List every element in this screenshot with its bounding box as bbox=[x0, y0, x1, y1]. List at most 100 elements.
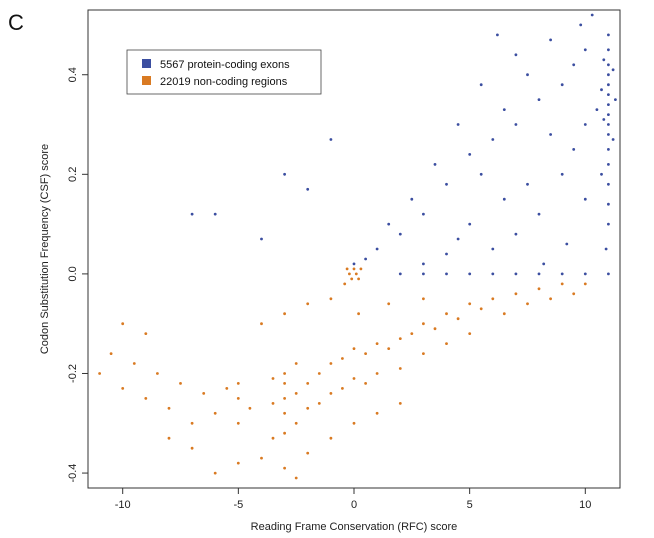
data-point-series-0-42 bbox=[491, 247, 495, 251]
legend-label-protein-coding: 5567 protein-coding exons bbox=[160, 59, 290, 71]
data-point-series-1-26 bbox=[364, 352, 367, 355]
data-point-series-0-77 bbox=[491, 272, 495, 276]
data-point-series-0-34 bbox=[526, 73, 529, 77]
data-point-series-1-43 bbox=[491, 297, 495, 301]
x-tick-label-1: -5 bbox=[233, 499, 243, 511]
data-point-series-1-19 bbox=[317, 402, 321, 405]
data-point-series-0-61 bbox=[306, 187, 310, 191]
data-point-series-1-5 bbox=[294, 392, 298, 395]
data-point-series-1-69 bbox=[306, 451, 310, 455]
data-point-series-0-67 bbox=[590, 13, 594, 17]
data-point-series-1-86 bbox=[352, 267, 356, 271]
data-point-series-0-64 bbox=[190, 212, 194, 216]
data-point-series-1-50 bbox=[572, 292, 576, 296]
data-point-series-0-14 bbox=[607, 222, 610, 226]
data-point-series-0-7 bbox=[607, 113, 610, 116]
data-point-series-1-90 bbox=[236, 461, 240, 465]
data-point-series-1-66 bbox=[121, 322, 125, 326]
data-point-series-0-80 bbox=[422, 272, 425, 276]
data-point-series-1-76 bbox=[306, 302, 310, 306]
data-point-series-0-48 bbox=[456, 237, 460, 241]
data-point-series-0-30 bbox=[549, 38, 552, 42]
data-point-series-1-63 bbox=[190, 446, 194, 450]
x-tick-label-2: 0 bbox=[351, 499, 357, 511]
data-point-series-1-9 bbox=[271, 377, 275, 380]
data-point-series-0-13 bbox=[607, 202, 610, 206]
y-tick-label-4: 0.4 bbox=[67, 67, 79, 82]
data-point-series-0-78 bbox=[468, 272, 472, 276]
data-point-series-1-25 bbox=[352, 377, 356, 380]
data-point-series-1-80 bbox=[422, 297, 425, 301]
data-point-series-0-81 bbox=[398, 272, 402, 276]
data-point-series-1-65 bbox=[144, 332, 148, 335]
data-point-series-1-60 bbox=[121, 387, 125, 390]
data-point-series-1-27 bbox=[364, 382, 367, 385]
data-point-series-0-49 bbox=[445, 182, 448, 186]
data-point-series-1-49 bbox=[560, 282, 564, 286]
data-point-series-1-68 bbox=[283, 466, 286, 470]
x-axis: -10 -5 0 5 10 bbox=[115, 488, 591, 511]
data-point-series-0-45 bbox=[468, 153, 472, 156]
data-point-series-1-38 bbox=[445, 342, 448, 345]
data-point-series-1-14 bbox=[248, 406, 252, 410]
data-point-series-1-12 bbox=[236, 382, 240, 385]
panel-label: C bbox=[8, 10, 24, 35]
data-point-series-0-65 bbox=[260, 237, 263, 241]
data-point-series-1-70 bbox=[329, 436, 333, 440]
data-point-series-0-66 bbox=[579, 23, 583, 27]
x-tick-label-0: -10 bbox=[115, 499, 131, 511]
data-point-series-0-32 bbox=[537, 98, 541, 101]
data-point-series-0-19 bbox=[611, 68, 615, 72]
legend: 5567 protein-coding exons 22019 non-codi… bbox=[126, 49, 322, 95]
data-point-series-1-32 bbox=[398, 367, 402, 370]
data-point-series-0-33 bbox=[537, 212, 541, 216]
data-point-series-0-9 bbox=[607, 133, 610, 136]
data-point-series-1-11 bbox=[236, 397, 240, 400]
data-point-series-0-46 bbox=[468, 222, 472, 226]
data-point-series-0-75 bbox=[537, 272, 541, 276]
data-point-series-1-47 bbox=[537, 287, 541, 291]
data-point-series-0-74 bbox=[560, 272, 564, 276]
data-point-series-1-62 bbox=[98, 372, 101, 375]
data-point-series-1-53 bbox=[202, 392, 206, 395]
data-point-series-0-10 bbox=[607, 148, 610, 151]
data-point-series-0-55 bbox=[398, 232, 402, 236]
data-point-series-1-89 bbox=[213, 471, 217, 475]
data-point-series-0-29 bbox=[560, 172, 564, 176]
data-point-series-0-36 bbox=[514, 53, 518, 57]
data-point-series-1-17 bbox=[306, 406, 310, 410]
data-point-series-0-37 bbox=[514, 123, 518, 126]
data-point-series-1-52 bbox=[213, 411, 217, 415]
data-point-series-1-35 bbox=[422, 352, 425, 355]
data-point-series-0-0 bbox=[607, 33, 610, 37]
data-point-series-1-33 bbox=[410, 332, 414, 335]
data-point-series-1-81 bbox=[348, 272, 351, 276]
data-point-series-1-34 bbox=[422, 322, 425, 326]
y-axis: -0.4 -0.2 0.0 0.2 0.4 bbox=[67, 67, 88, 483]
data-point-series-0-25 bbox=[583, 197, 587, 201]
data-point-series-0-16 bbox=[602, 118, 606, 121]
data-point-series-1-18 bbox=[317, 372, 321, 375]
data-point-series-0-47 bbox=[456, 123, 460, 126]
data-point-series-0-15 bbox=[602, 58, 606, 62]
data-point-series-0-1 bbox=[607, 48, 610, 52]
data-point-series-0-40 bbox=[502, 197, 506, 201]
data-point-series-0-38 bbox=[514, 232, 518, 236]
data-point-series-0-23 bbox=[583, 48, 587, 52]
data-point-series-1-40 bbox=[468, 302, 472, 306]
data-point-series-1-45 bbox=[514, 292, 518, 296]
data-point-series-0-52 bbox=[422, 212, 425, 216]
data-point-series-0-18 bbox=[600, 172, 603, 176]
data-point-series-1-67 bbox=[260, 456, 263, 460]
data-point-series-1-71 bbox=[352, 421, 356, 425]
x-tick-label-4: 10 bbox=[579, 499, 591, 511]
data-point-series-0-44 bbox=[479, 172, 483, 176]
data-point-series-0-20 bbox=[611, 138, 615, 141]
data-point-series-0-3 bbox=[607, 73, 610, 77]
data-point-series-1-37 bbox=[445, 312, 448, 316]
data-point-series-1-10 bbox=[271, 436, 275, 440]
data-point-series-1-61 bbox=[109, 352, 113, 355]
data-point-series-1-77 bbox=[329, 297, 333, 301]
y-tick-label-3: 0.2 bbox=[67, 167, 79, 182]
data-point-series-1-75 bbox=[283, 312, 286, 316]
